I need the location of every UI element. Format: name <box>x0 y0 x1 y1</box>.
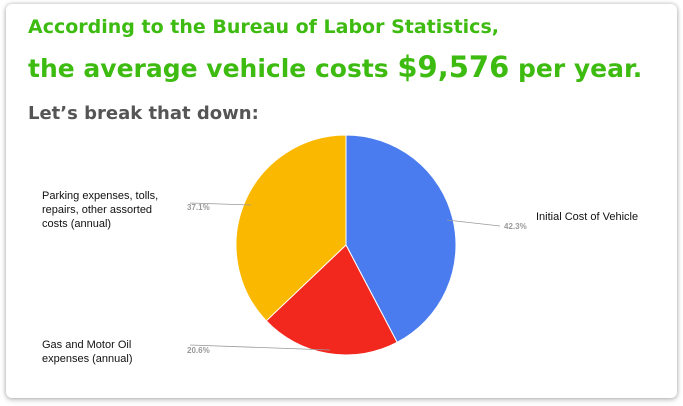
pie-slice-gas <box>265 244 398 356</box>
headline-cost: the average vehicle costs $9,576 per yea… <box>28 50 642 84</box>
pct-label-gas: 20.6% <box>187 346 210 355</box>
slice-label-initial: Initial Cost of Vehicle <box>536 211 639 223</box>
headline-source: According to the Bureau of Labor Statist… <box>28 16 499 38</box>
leader-line-parking <box>189 202 252 206</box>
slice-label-gas: Gas and Motor Oil expenses (annual) <box>42 339 133 365</box>
subtitle: Let’s break that down: <box>28 103 259 124</box>
pct-label-parking: 37.1% <box>187 203 210 212</box>
slice-label-parking: Parking expenses, tolls, repairs, other … <box>42 190 159 230</box>
leader-line-gas <box>189 344 331 351</box>
headline-cost-amount: $9,576 <box>397 50 510 84</box>
leader-line-initial <box>446 219 501 227</box>
pct-label-initial: 42.3% <box>504 222 527 231</box>
headline-cost-prefix: the average vehicle costs <box>28 54 398 83</box>
pie-slice-initial <box>345 134 457 344</box>
pie-slice-parking <box>235 134 347 322</box>
headline-cost-suffix: per year. <box>509 54 643 83</box>
